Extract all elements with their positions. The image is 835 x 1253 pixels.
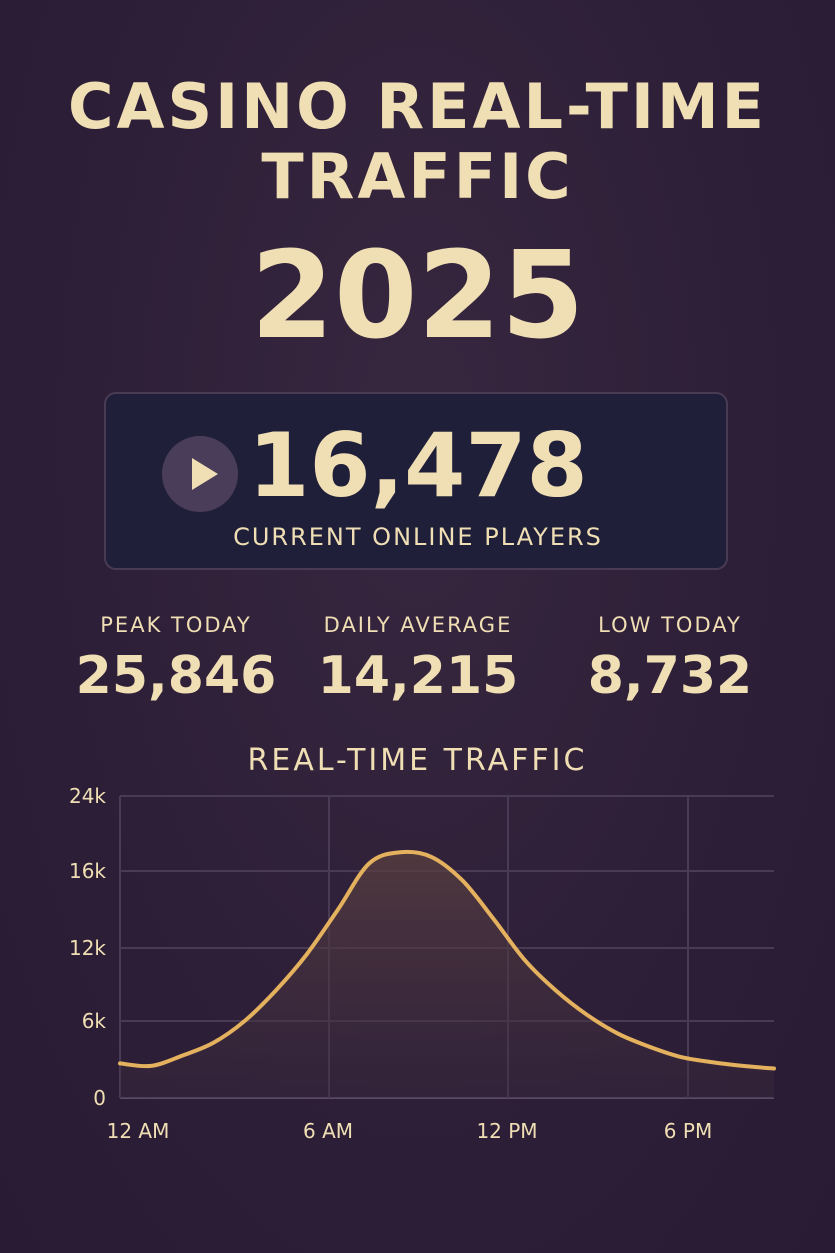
y-tick-label: 0 [93,1086,106,1110]
x-tick-label: 6 AM [303,1119,353,1143]
online-players-panel: 16,478 CURRENT ONLINE PLAYERS [104,392,728,570]
online-players-label: CURRENT ONLINE PLAYERS [233,523,603,551]
x-tick-label: 6 PM [664,1119,712,1143]
chart-title: REAL-TIME TRAFFIC [247,743,588,778]
traffic-area-fill [120,851,774,1098]
online-players-count: 16,478 [248,414,588,517]
year-heading: 2025 [250,227,585,366]
page-title: CASINO REAL-TIME TRAFFIC [68,70,767,213]
y-axis: 0 6k 12k 16k 24k [69,784,106,1110]
x-tick-label: 12 PM [476,1119,537,1143]
stat-daily-average: DAILY AVERAGE 14,215 [288,612,548,706]
traffic-series-line [118,849,776,1071]
y-tick-label: 6k [82,1009,107,1033]
y-tick-label: 12k [69,936,106,960]
play-icon [192,458,218,490]
stat-label: LOW TODAY [598,613,742,637]
x-axis: 12 AM 6 AM 12 PM 6 PM [107,1119,713,1143]
traffic-chart: 0 6k 12k 16k 24k 12 AM 6 AM 12 PM 6 PM [69,784,776,1143]
x-tick-label: 12 AM [107,1119,170,1143]
play-button[interactable] [162,436,238,512]
stat-label: DAILY AVERAGE [323,613,513,637]
stat-value: 14,215 [317,646,519,706]
chart-area-layer [118,849,776,1098]
stat-label: PEAK TODAY [100,613,252,637]
y-tick-label: 24k [69,784,106,808]
stat-value: 8,732 [587,646,753,706]
stat-value: 25,846 [75,646,277,706]
y-tick-label: 16k [69,859,106,883]
stat-low-today: LOW TODAY 8,732 [540,612,800,706]
stat-peak-today: PEAK TODAY 25,846 [46,612,306,706]
